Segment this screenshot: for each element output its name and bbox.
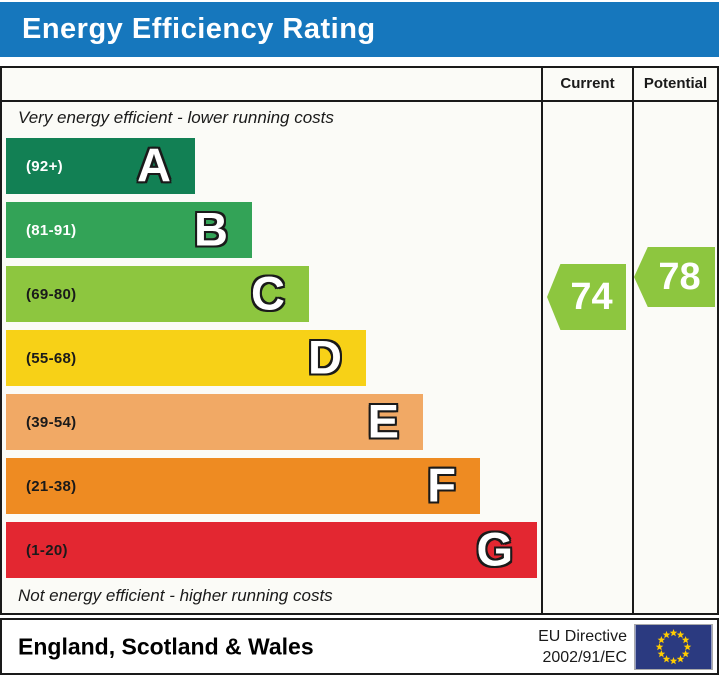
band-letter: C bbox=[251, 266, 285, 320]
band-row-a: (92+) A bbox=[6, 138, 195, 194]
band-range-label: (39-54) bbox=[26, 413, 77, 431]
band-letter: E bbox=[367, 394, 399, 448]
eu-directive-line2: 2002/91/EC bbox=[542, 648, 627, 666]
rating-table: Current Potential Very energy efficient … bbox=[0, 66, 719, 615]
potential-rating-value: 78 bbox=[658, 255, 701, 298]
region-label: England, Scotland & Wales bbox=[18, 633, 314, 659]
band-range-label: (69-80) bbox=[26, 285, 77, 303]
band-letter: G bbox=[476, 522, 513, 576]
eu-directive-line1: EU Directive bbox=[538, 627, 627, 645]
band-letter: F bbox=[427, 458, 456, 512]
band-letter: B bbox=[194, 202, 228, 256]
current-rating-arrow: 74 bbox=[547, 264, 626, 330]
column-header-potential: Potential bbox=[643, 75, 708, 92]
column-divider-current bbox=[541, 68, 543, 613]
column-divider-potential bbox=[632, 68, 634, 613]
band-range-label: (1-20) bbox=[26, 541, 68, 559]
band-row-e: (39-54) E bbox=[6, 394, 423, 450]
efficiency-note-top: Very energy efficient - lower running co… bbox=[18, 108, 334, 127]
band-range-label: (81-91) bbox=[26, 221, 77, 239]
band-row-c: (69-80) C bbox=[6, 266, 309, 322]
efficiency-note-bottom: Not energy efficient - higher running co… bbox=[18, 586, 333, 605]
potential-rating-arrow: 78 bbox=[634, 247, 715, 307]
column-header-current: Current bbox=[560, 75, 615, 92]
header-divider bbox=[2, 100, 717, 102]
current-rating-value: 74 bbox=[570, 275, 613, 318]
band-letter: A bbox=[137, 138, 171, 192]
page-title: Energy Efficiency Rating bbox=[22, 13, 376, 45]
band-letter: D bbox=[308, 330, 342, 384]
band-row-g: (1-20) G bbox=[6, 522, 537, 578]
band-row-b: (81-91) B bbox=[6, 202, 252, 258]
footer-bar: England, Scotland & Wales EU Directive 2… bbox=[0, 618, 719, 675]
eu-flag-icon bbox=[634, 624, 713, 670]
band-range-label: (21-38) bbox=[26, 477, 77, 495]
band-row-d: (55-68) D bbox=[6, 330, 366, 386]
eu-directive-label: EU Directive 2002/91/EC bbox=[538, 626, 627, 668]
band-range-label: (55-68) bbox=[26, 349, 77, 367]
title-bar: Energy Efficiency Rating bbox=[0, 2, 719, 57]
band-range-label: (92+) bbox=[26, 157, 63, 175]
band-row-f: (21-38) F bbox=[6, 458, 480, 514]
